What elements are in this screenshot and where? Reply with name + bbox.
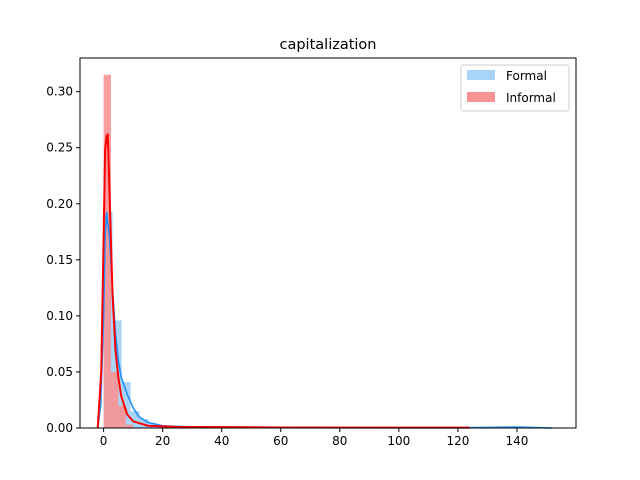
y-tick-label: 0.00 [46,421,73,435]
chart-title: capitalization [280,37,377,53]
y-tick-label: 0.30 [46,85,73,99]
legend-swatch-formal [467,70,495,80]
histogram-bar [121,382,131,428]
x-tick-label: 0 [100,434,108,448]
y-tick-label: 0.05 [46,365,73,379]
legend-label-informal: Informal [506,91,556,105]
legend-label-formal: Formal [506,69,547,83]
plot-area [96,74,553,429]
x-tick-label: 120 [446,434,469,448]
axes-frame [79,57,577,429]
histogram-bar [118,405,126,428]
y-tick-label: 0.20 [46,197,73,211]
y-axis: 0.00 0.05 0.10 0.15 0.20 0.25 0.30 [46,85,80,435]
x-tick-label: 100 [387,434,410,448]
x-tick-label: 40 [214,434,229,448]
x-axis: 0 20 40 60 80 100 120 140 [100,428,528,448]
x-tick-label: 60 [273,434,288,448]
histogram-bar [139,419,149,428]
y-tick-label: 0.25 [46,141,73,155]
legend: Formal Informal [460,64,570,112]
histogram-bar [130,411,140,428]
x-tick-label: 80 [332,434,347,448]
y-tick-label: 0.15 [46,253,73,267]
kde-line-informal [96,133,470,429]
y-tick-label: 0.10 [46,309,73,323]
x-tick-label: 20 [155,434,170,448]
histogram-bar [125,424,134,428]
legend-swatch-informal [467,92,495,102]
x-tick-label: 140 [505,434,528,448]
histogram-bar [111,371,119,428]
histogram-bar [103,74,111,429]
